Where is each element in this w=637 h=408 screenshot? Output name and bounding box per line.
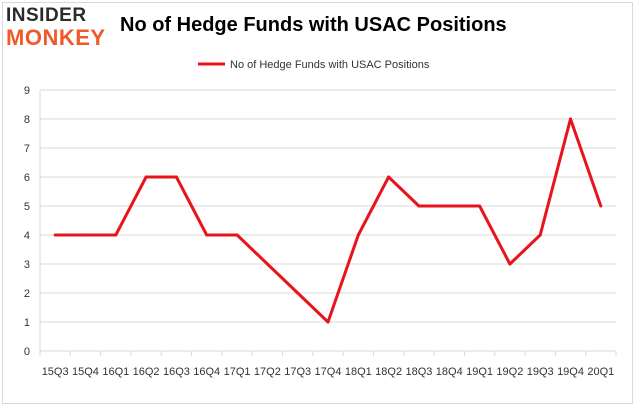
data-point <box>417 204 421 208</box>
x-tick-label: 18Q4 <box>436 366 463 378</box>
x-tick-label: 18Q1 <box>345 366 372 378</box>
x-tick-label: 19Q1 <box>466 366 493 378</box>
chart-title: No of Hedge Funds with USAC Positions <box>120 14 507 36</box>
x-tick-label: 17Q3 <box>284 366 311 378</box>
data-point <box>599 204 603 208</box>
y-tick-label: 7 <box>24 143 30 155</box>
x-tick-label: 17Q1 <box>224 366 251 378</box>
data-point <box>387 175 391 179</box>
chart-frame <box>2 2 633 404</box>
insider-monkey-logo: INSIDER MONKEY <box>6 6 118 54</box>
y-tick-label: 8 <box>24 114 30 126</box>
x-tick-label: 15Q4 <box>72 366 99 378</box>
logo-bottom-text: MONKEY <box>6 25 106 50</box>
data-point <box>174 175 178 179</box>
x-tick-label: 17Q2 <box>254 366 281 378</box>
y-tick-label: 4 <box>24 230 30 242</box>
x-tick-label: 15Q3 <box>42 366 69 378</box>
y-tick-label: 0 <box>24 346 30 358</box>
data-point <box>114 233 118 237</box>
series-group <box>53 117 603 324</box>
series-line <box>55 117 603 324</box>
x-tick-label: 17Q4 <box>315 366 342 378</box>
data-point <box>53 233 57 237</box>
y-tick-label: 5 <box>24 201 30 213</box>
data-point <box>205 233 209 237</box>
data-point <box>508 262 512 266</box>
x-tick-label: 16Q1 <box>102 366 129 378</box>
legend: No of Hedge Funds with USAC Positions <box>198 59 430 71</box>
data-point <box>83 233 87 237</box>
data-point <box>569 117 573 121</box>
data-point <box>326 320 330 324</box>
y-tick-label: 1 <box>24 317 30 329</box>
legend-label: No of Hedge Funds with USAC Positions <box>230 59 430 71</box>
data-point <box>235 233 239 237</box>
x-tick-label: 16Q3 <box>163 366 190 378</box>
gridlines <box>39 89 616 352</box>
data-point <box>356 233 360 237</box>
x-tick-label: 19Q2 <box>496 366 523 378</box>
x-tick-label: 18Q2 <box>375 366 402 378</box>
x-tick-label: 16Q2 <box>133 366 160 378</box>
x-tick-label: 20Q1 <box>587 366 614 378</box>
data-point <box>478 204 482 208</box>
data-point <box>296 291 300 295</box>
data-point <box>447 204 451 208</box>
y-tick-label: 3 <box>24 259 30 271</box>
x-axis-ticks: 15Q3 15Q4 16Q1 16Q2 16Q3 16Q4 17Q1 17Q2 17Q3 17Q4… <box>39 351 617 378</box>
y-tick-label: 2 <box>24 288 30 300</box>
y-axis-ticks: 0 1 2 3 4 5 6 7 8 9 <box>24 85 30 358</box>
data-point <box>144 175 148 179</box>
logo-top-text: INSIDER <box>6 5 87 26</box>
y-tick-label: 6 <box>24 172 30 184</box>
data-point <box>265 262 269 266</box>
x-tick-label: 19Q3 <box>527 366 554 378</box>
x-tick-label: 19Q4 <box>557 366 584 378</box>
x-tick-label: 18Q3 <box>405 366 432 378</box>
data-point <box>538 233 542 237</box>
x-tick-label: 16Q4 <box>193 366 220 378</box>
y-tick-label: 9 <box>24 85 30 97</box>
